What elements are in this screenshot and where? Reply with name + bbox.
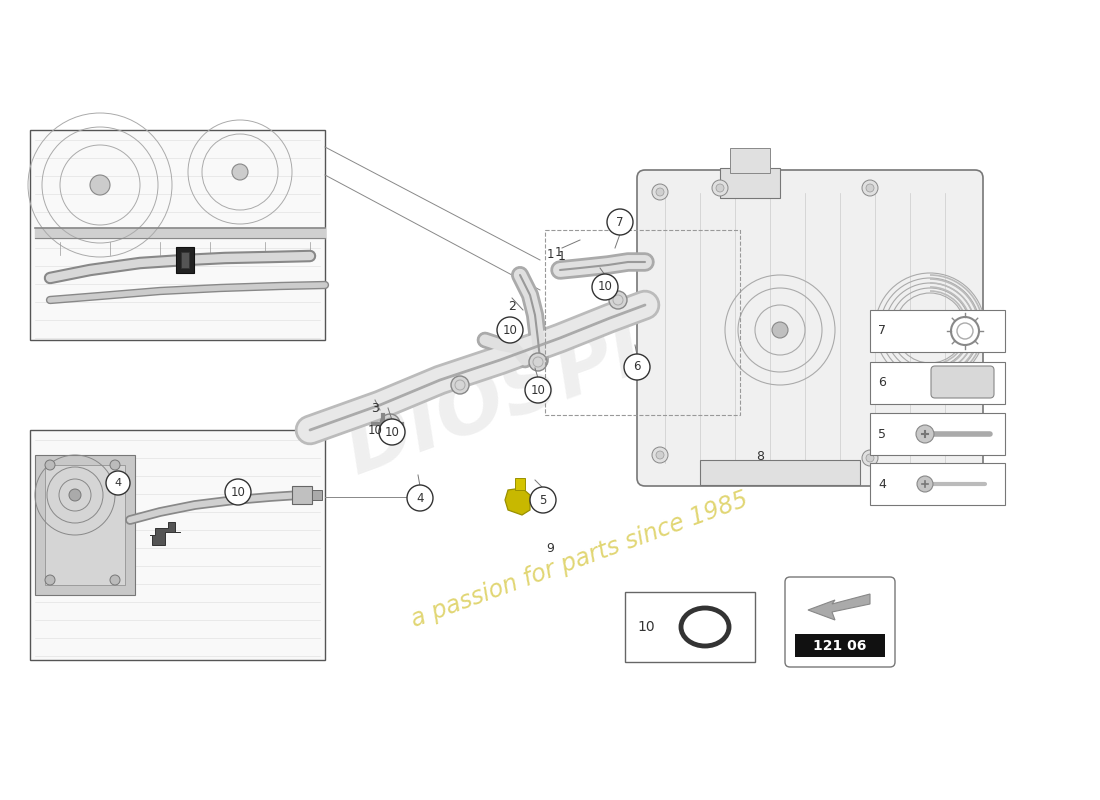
Bar bbox=[30, 430, 324, 660]
Text: 9: 9 bbox=[546, 542, 554, 554]
Circle shape bbox=[652, 447, 668, 463]
Bar bbox=[176, 247, 194, 273]
Text: 5: 5 bbox=[878, 427, 886, 441]
Bar bbox=[730, 148, 770, 173]
Circle shape bbox=[716, 184, 724, 192]
Text: 5: 5 bbox=[539, 494, 547, 506]
Text: 1: 1 bbox=[558, 250, 565, 262]
Circle shape bbox=[379, 419, 405, 445]
Bar bbox=[35, 455, 135, 595]
Text: 7: 7 bbox=[616, 215, 624, 229]
Circle shape bbox=[656, 188, 664, 196]
Bar bbox=[870, 413, 1005, 455]
Circle shape bbox=[45, 460, 55, 470]
Text: 1: 1 bbox=[547, 247, 554, 261]
Circle shape bbox=[106, 471, 130, 495]
Text: 3: 3 bbox=[371, 402, 378, 414]
Circle shape bbox=[407, 485, 433, 511]
Circle shape bbox=[451, 376, 469, 394]
Text: DIOSPITOS: DIOSPITOS bbox=[334, 249, 825, 491]
Text: 10: 10 bbox=[231, 486, 245, 498]
Bar bbox=[870, 362, 1005, 404]
Bar bbox=[45, 465, 125, 585]
Circle shape bbox=[656, 451, 664, 459]
Bar bbox=[870, 310, 1005, 352]
Bar bbox=[625, 592, 755, 662]
Circle shape bbox=[226, 479, 251, 505]
Circle shape bbox=[530, 487, 556, 513]
Circle shape bbox=[772, 322, 788, 338]
Text: 4: 4 bbox=[878, 478, 886, 490]
Bar bbox=[30, 130, 324, 340]
FancyBboxPatch shape bbox=[637, 170, 983, 486]
Bar bbox=[720, 168, 780, 198]
Polygon shape bbox=[808, 594, 870, 620]
Text: 6: 6 bbox=[634, 361, 640, 374]
Circle shape bbox=[110, 460, 120, 470]
Circle shape bbox=[609, 291, 627, 309]
Bar bbox=[795, 634, 886, 657]
Polygon shape bbox=[505, 488, 530, 515]
Circle shape bbox=[607, 209, 632, 235]
Bar bbox=[544, 230, 740, 415]
Circle shape bbox=[90, 175, 110, 195]
Polygon shape bbox=[515, 478, 525, 490]
Text: 6: 6 bbox=[878, 377, 886, 390]
Circle shape bbox=[232, 164, 248, 180]
Circle shape bbox=[862, 450, 878, 466]
Circle shape bbox=[529, 353, 547, 371]
Circle shape bbox=[866, 454, 874, 462]
Text: 4: 4 bbox=[114, 478, 122, 488]
Circle shape bbox=[525, 377, 551, 403]
Text: 121 06: 121 06 bbox=[813, 639, 867, 653]
Circle shape bbox=[592, 274, 618, 300]
Text: 7: 7 bbox=[878, 325, 886, 338]
Bar bbox=[700, 460, 860, 485]
Circle shape bbox=[379, 414, 400, 434]
Bar bbox=[292, 486, 312, 504]
Text: 2: 2 bbox=[508, 299, 516, 313]
Bar bbox=[182, 252, 189, 268]
Bar bbox=[312, 490, 322, 500]
Circle shape bbox=[624, 354, 650, 380]
Circle shape bbox=[712, 180, 728, 196]
Circle shape bbox=[110, 575, 120, 585]
Circle shape bbox=[652, 184, 668, 200]
Bar bbox=[870, 463, 1005, 505]
Text: 10: 10 bbox=[637, 620, 654, 634]
Text: 10: 10 bbox=[385, 426, 399, 438]
FancyBboxPatch shape bbox=[785, 577, 895, 667]
Text: 10: 10 bbox=[503, 323, 517, 337]
Polygon shape bbox=[150, 522, 180, 545]
Text: 4: 4 bbox=[416, 491, 424, 505]
Circle shape bbox=[918, 316, 942, 340]
Circle shape bbox=[917, 476, 933, 492]
Circle shape bbox=[45, 575, 55, 585]
FancyBboxPatch shape bbox=[931, 366, 994, 398]
Text: 1: 1 bbox=[554, 246, 562, 258]
Circle shape bbox=[497, 317, 522, 343]
Text: a passion for parts since 1985: a passion for parts since 1985 bbox=[408, 488, 751, 632]
Circle shape bbox=[69, 489, 81, 501]
Text: 10: 10 bbox=[530, 383, 546, 397]
Circle shape bbox=[916, 425, 934, 443]
Text: 8: 8 bbox=[756, 450, 764, 463]
Circle shape bbox=[862, 180, 878, 196]
Circle shape bbox=[866, 184, 874, 192]
Text: 10: 10 bbox=[597, 281, 613, 294]
Text: 10: 10 bbox=[367, 423, 383, 437]
